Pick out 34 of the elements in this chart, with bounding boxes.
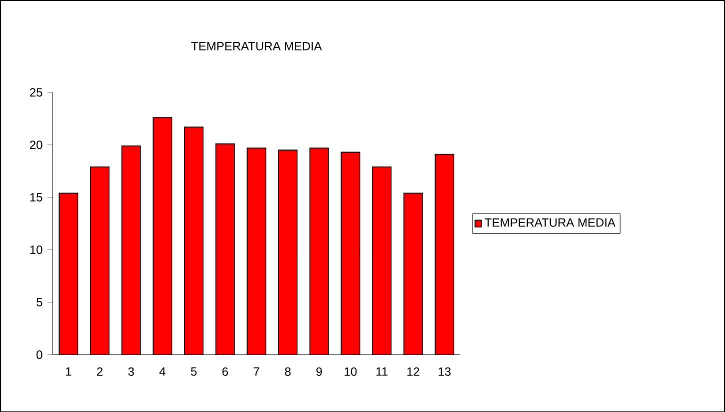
- chart-title: TEMPERATURA MEDIA: [191, 42, 322, 50]
- x-tick-label: 3: [128, 367, 134, 376]
- y-tick-label: 10: [30, 245, 42, 254]
- legend-label: TEMPERATURA MEDIA: [484, 218, 616, 227]
- bar: [403, 192, 423, 354]
- bar: [309, 147, 329, 354]
- y-tick-label: 5: [36, 298, 42, 306]
- x-tick-label: 6: [222, 367, 228, 376]
- y-tick-label: 25: [30, 88, 42, 96]
- x-tick-label: 12: [407, 367, 420, 376]
- bar: [90, 166, 110, 354]
- y-tick-label: 15: [30, 192, 42, 202]
- bar: [372, 166, 392, 354]
- bar: [184, 126, 204, 354]
- x-tick-label: 9: [316, 367, 322, 376]
- x-tick-label: 7: [254, 367, 260, 376]
- bar: [246, 147, 266, 354]
- x-tick-label: 5: [190, 367, 197, 376]
- bar: [152, 116, 172, 354]
- bar: [278, 149, 298, 354]
- bar: [340, 152, 360, 354]
- x-tick-label: 2: [97, 367, 103, 376]
- x-tick-label: 1: [66, 367, 72, 376]
- x-tick-label: 11: [376, 367, 388, 376]
- y-tick-label: 20: [30, 140, 42, 149]
- x-tick-label: 13: [438, 367, 451, 376]
- bar: [121, 145, 141, 354]
- bar: [215, 143, 235, 354]
- bar: [434, 154, 454, 354]
- x-tick-label: 8: [284, 367, 291, 376]
- x-tick-label: 10: [344, 367, 357, 376]
- x-tick-label: 4: [159, 367, 166, 376]
- y-tick-label: 0: [36, 350, 42, 359]
- bar: [58, 192, 78, 354]
